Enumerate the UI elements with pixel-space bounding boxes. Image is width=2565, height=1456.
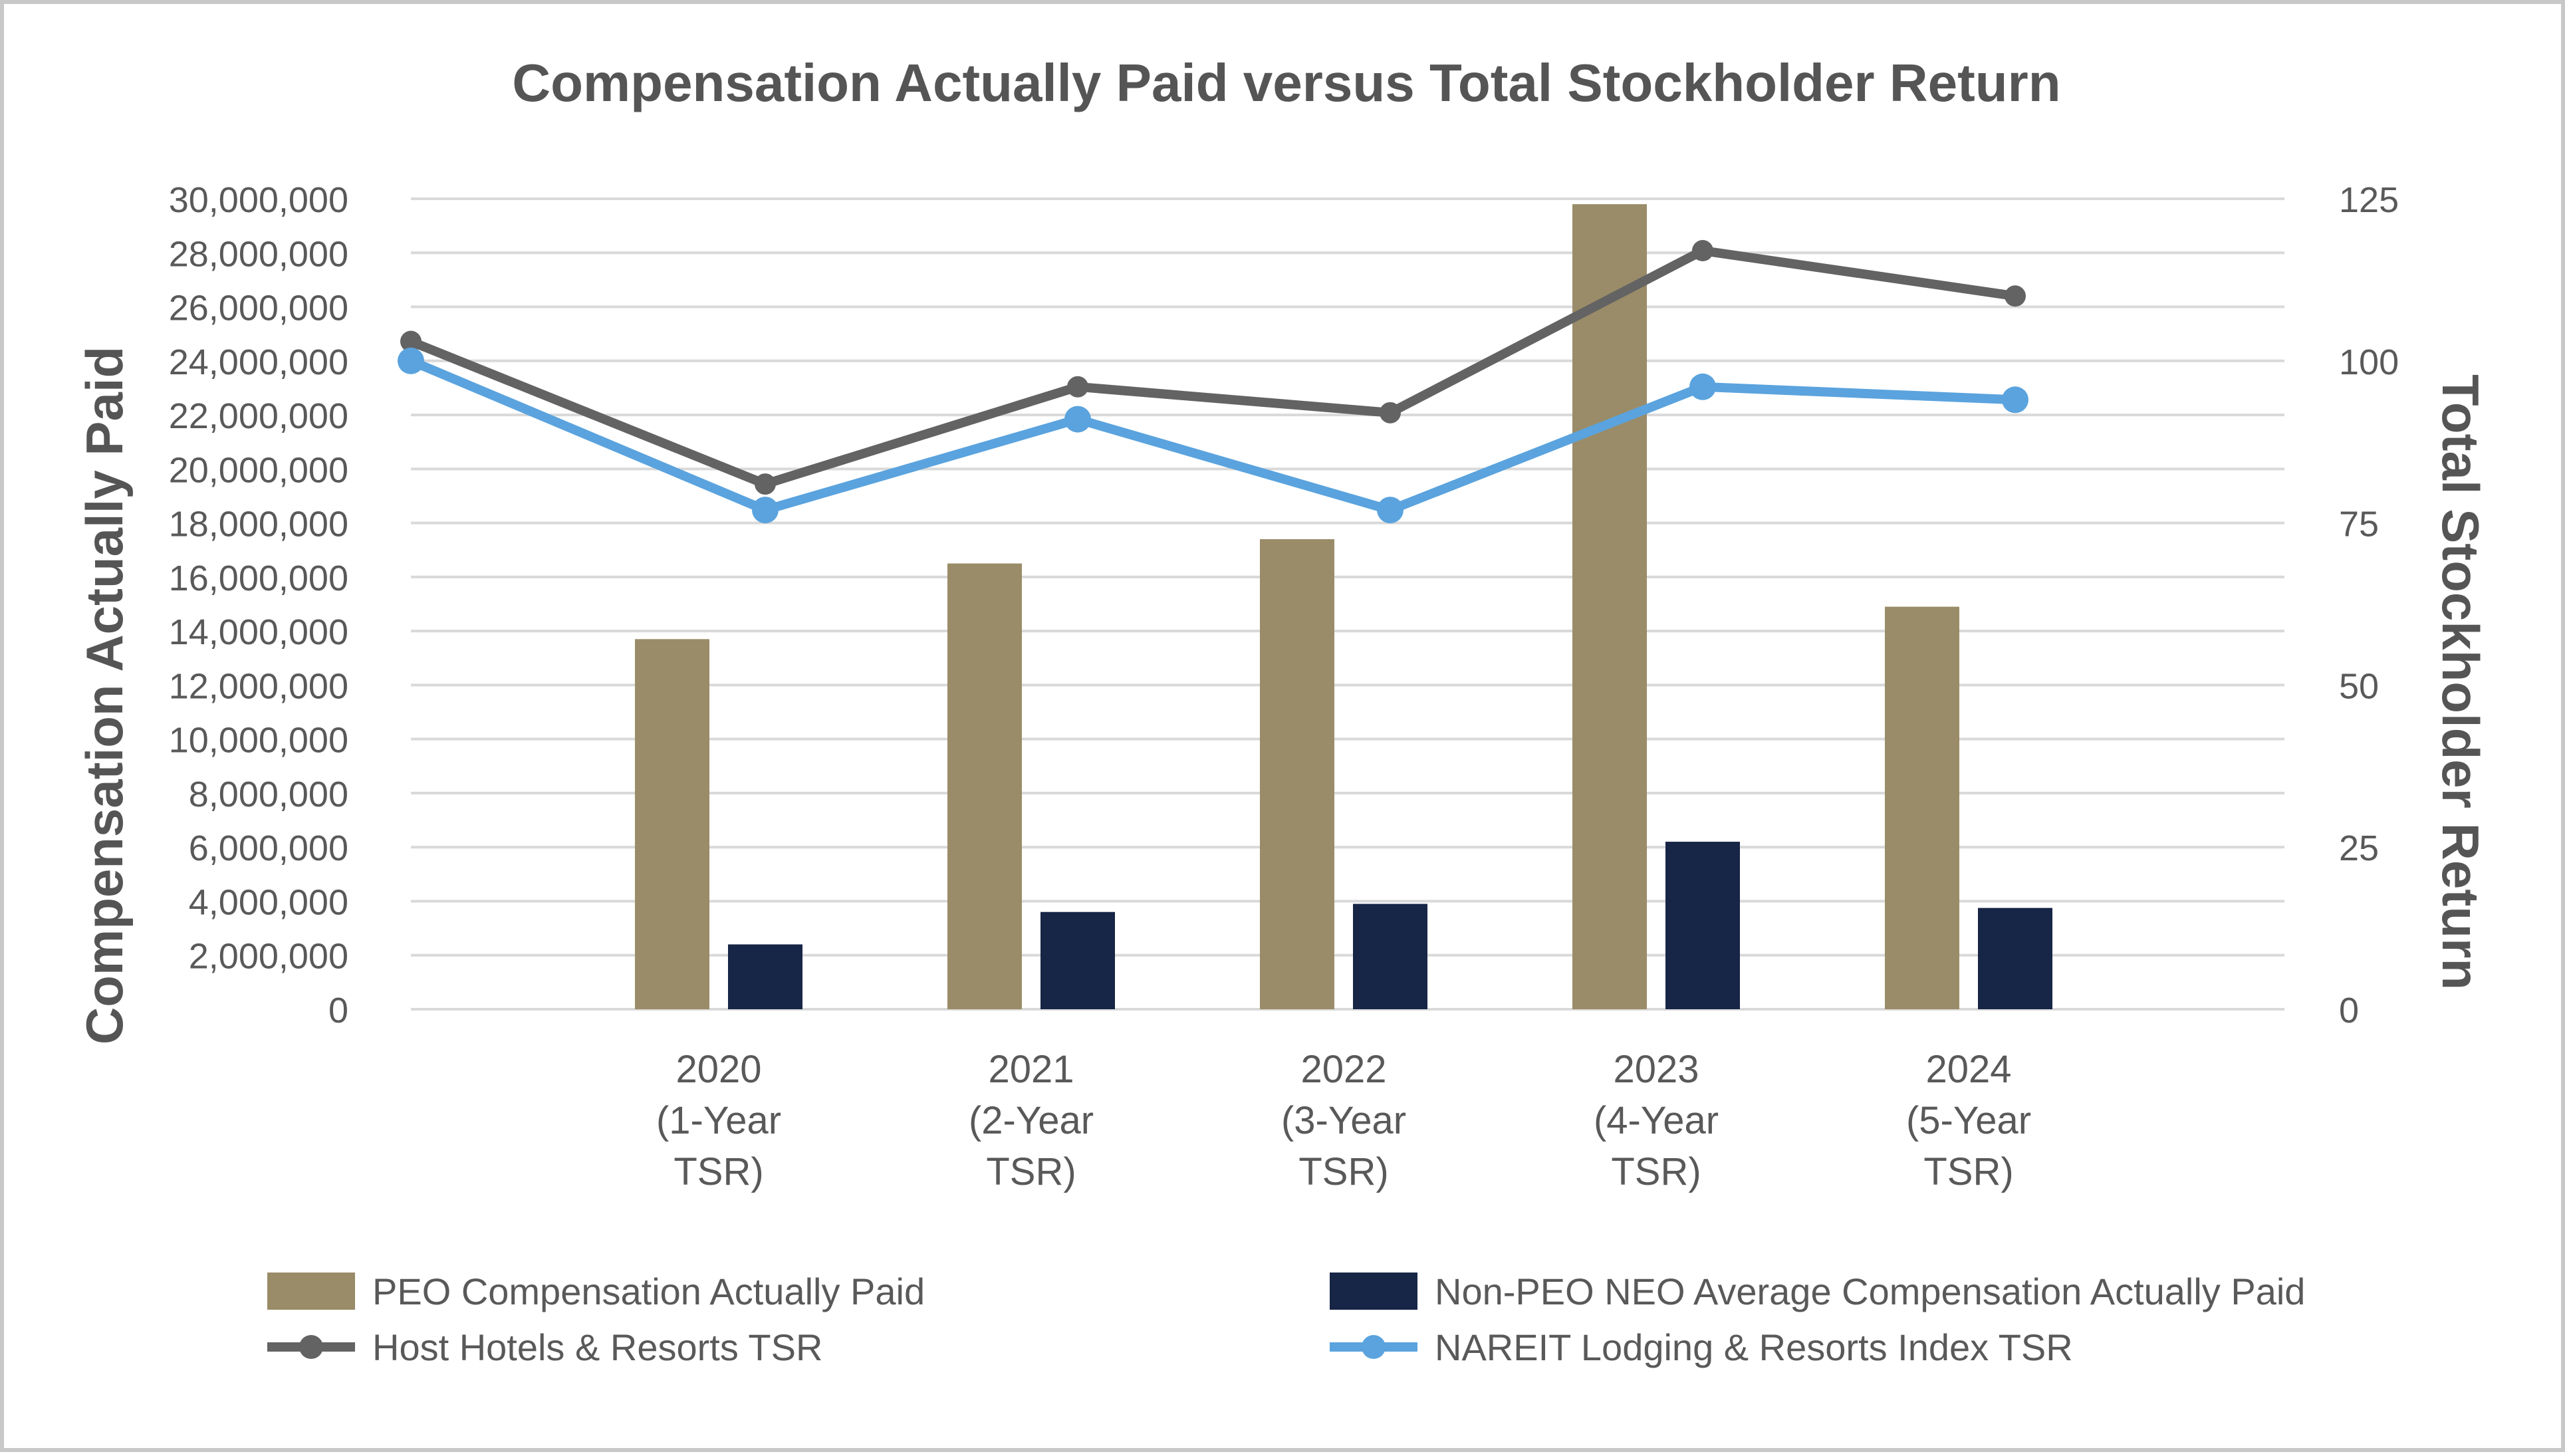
y-tick-label: 22,000,000: [169, 396, 348, 436]
series-point: [1380, 402, 1401, 424]
y2-tick-label: 50: [2339, 666, 2379, 706]
y-tick-label: 10,000,000: [169, 721, 348, 761]
x-tick-label: 2022: [1300, 1048, 1386, 1091]
legend-item: Non-PEO NEO Average Compensation Actuall…: [1330, 1271, 2305, 1312]
series-point: [2002, 386, 2028, 414]
y-tick-label: 16,000,000: [169, 558, 348, 598]
lines: [398, 240, 2028, 524]
right-axis-ticks: 0 25 50 75 100 125: [2339, 180, 2399, 1031]
x-tick-label: TSR): [1298, 1150, 1388, 1193]
bar-non-peo: [1665, 842, 1740, 1009]
y-tick-label: 30,000,000: [169, 180, 348, 220]
x-axis-ticks: 2020 (1-Year TSR) 2021 (2-Year TSR) 2022 (3-Yea…: [656, 1048, 2031, 1193]
x-tick-label: (3-Year: [1281, 1099, 1406, 1142]
legend-marker: [299, 1335, 323, 1359]
x-tick-label: TSR): [673, 1150, 763, 1193]
y-axis-label: Compensation Actually Paid: [75, 346, 134, 1044]
y-tick-label: 4,000,000: [189, 882, 348, 922]
left-axis-ticks: 0 2,000,000 4,000,000 6,000,000 8,000,000 10,…: [169, 180, 348, 1031]
x-tick-label: 2020: [675, 1048, 761, 1091]
y-tick-label: 18,000,000: [169, 505, 348, 545]
y2-axis-label: Total Stockholder Return: [2431, 374, 2490, 990]
series-point: [400, 330, 422, 352]
x-tick-label: (2-Year: [969, 1099, 1094, 1142]
y-tick-label: 8,000,000: [189, 775, 348, 814]
y2-tick-label: 75: [2339, 505, 2379, 545]
bars: [635, 204, 2052, 1009]
series-line-host: [409, 246, 2016, 489]
series-point: [1064, 406, 1091, 433]
legend-label: Non-PEO NEO Average Compensation Actuall…: [1435, 1271, 2305, 1312]
legend-item: NAREIT Lodging & Resorts Index TSR: [1330, 1326, 2073, 1368]
legend-label: PEO Compensation Actually Paid: [372, 1271, 925, 1312]
series-point: [752, 497, 779, 524]
series-point: [1692, 240, 1713, 262]
y-tick-label: 6,000,000: [189, 828, 348, 868]
y2-tick-label: 125: [2339, 180, 2399, 220]
legend-marker: [1362, 1335, 1386, 1359]
y-tick-label: 28,000,000: [169, 234, 348, 274]
x-tick-label: 2023: [1613, 1048, 1699, 1091]
chart-svg: Compensation Actually Paid versus Total …: [75, 53, 2490, 1368]
y-tick-label: 20,000,000: [169, 450, 348, 490]
bar-peo: [1885, 606, 1959, 1009]
bar-peo: [635, 639, 709, 1009]
series-line-nareit: [409, 356, 2016, 515]
x-tick-label: (4-Year: [1594, 1099, 1719, 1142]
series-point: [398, 347, 424, 374]
y-tick-label: 12,000,000: [169, 666, 348, 706]
y-tick-label: 0: [328, 991, 348, 1031]
x-tick-label: (1-Year: [656, 1099, 781, 1142]
bar-non-peo: [728, 944, 802, 1009]
y2-tick-label: 25: [2339, 828, 2379, 868]
series-point: [1377, 497, 1404, 524]
legend-item: Host Hotels & Resorts TSR: [267, 1326, 822, 1368]
chart-title: Compensation Actually Paid versus Total …: [512, 53, 2060, 112]
series-point: [2005, 285, 2026, 307]
series-point: [1689, 373, 1716, 400]
legend-item: PEO Compensation Actually Paid: [267, 1271, 925, 1312]
bar-non-peo: [1040, 911, 1115, 1009]
series-point: [1067, 376, 1088, 398]
y2-tick-label: 0: [2339, 991, 2359, 1031]
x-tick-label: TSR): [1611, 1150, 1701, 1193]
y-tick-label: 24,000,000: [169, 342, 348, 382]
y-tick-label: 2,000,000: [189, 937, 348, 977]
series-point: [755, 473, 776, 495]
y-tick-label: 14,000,000: [169, 612, 348, 652]
legend-label: Host Hotels & Resorts TSR: [372, 1326, 822, 1368]
x-tick-label: TSR): [986, 1150, 1076, 1193]
legend-swatch: [267, 1273, 355, 1310]
bar-peo: [947, 563, 1022, 1009]
x-tick-label: TSR): [1923, 1150, 2013, 1193]
x-tick-label: (5-Year: [1906, 1099, 2031, 1142]
x-tick-label: 2024: [1925, 1048, 2011, 1091]
y2-tick-label: 100: [2339, 342, 2399, 382]
bar-non-peo: [1978, 908, 2052, 1009]
bar-non-peo: [1353, 904, 1427, 1009]
legend-swatch: [1330, 1273, 1417, 1310]
legend-label: NAREIT Lodging & Resorts Index TSR: [1435, 1326, 2073, 1368]
bar-peo: [1572, 204, 1647, 1009]
legend: PEO Compensation Actually Paid Non-PEO NE…: [267, 1271, 2305, 1368]
x-tick-label: 2021: [988, 1048, 1074, 1091]
y-tick-label: 26,000,000: [169, 289, 348, 328]
bar-peo: [1260, 539, 1334, 1009]
